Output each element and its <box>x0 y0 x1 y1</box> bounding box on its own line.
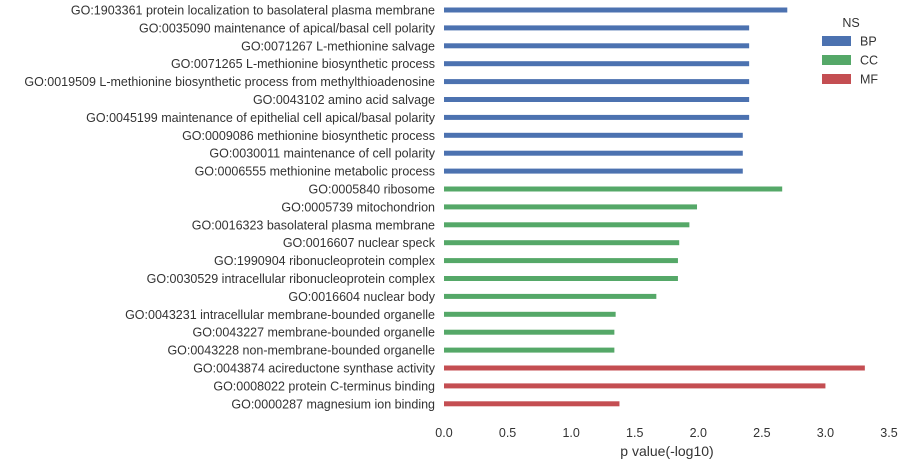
category-label: GO:0016604 nuclear body <box>288 290 435 304</box>
x-tick-label: 1.0 <box>562 426 579 440</box>
category-label: GO:0043874 acireductone synthase activit… <box>193 362 436 376</box>
bar-bp <box>444 7 788 13</box>
category-label: GO:0030011 maintenance of cell polarity <box>209 147 435 161</box>
bar-cc <box>444 347 615 353</box>
bar-cc <box>444 258 678 264</box>
bar-cc <box>444 240 680 246</box>
legend: NS BP CC MF <box>822 16 878 87</box>
bar-cc <box>444 276 678 281</box>
bar-bp <box>444 79 750 85</box>
x-tick-label: 0.5 <box>499 426 516 440</box>
legend-swatch-cc <box>822 55 851 65</box>
x-axis-title: p value(-log10) <box>620 443 713 459</box>
bar-bp <box>444 25 750 31</box>
category-label: GO:0005739 mitochondrion <box>281 200 435 214</box>
bar-cc <box>444 222 690 228</box>
bar-bp <box>444 97 750 102</box>
category-label: GO:0016607 nuclear speck <box>283 236 436 250</box>
category-label: GO:0071265 L-methionine biosynthetic pro… <box>171 57 435 71</box>
category-label: GO:1903361 protein localization to basol… <box>71 4 435 18</box>
bar-cc <box>444 293 657 299</box>
category-label: GO:0008022 protein C-terminus binding <box>213 379 435 393</box>
x-axis-ticks: 0.0 0.5 1.0 1.5 2.0 2.5 3.0 3.5 <box>435 426 897 440</box>
bar-bp <box>444 150 743 156</box>
bar-mf <box>444 365 865 371</box>
bar-cc <box>444 311 616 317</box>
category-label: GO:0071267 L-methionine salvage <box>241 39 435 53</box>
legend-label-mf: MF <box>860 73 878 87</box>
category-label: GO:0019509 L-methionine biosynthetic pro… <box>24 75 435 89</box>
category-label: GO:0035090 maintenance of apical/basal c… <box>139 21 436 35</box>
legend-title: NS <box>842 16 859 30</box>
bar-cc <box>444 186 783 192</box>
category-label: GO:0030529 intracellular ribonucleoprote… <box>147 272 436 286</box>
legend-label-bp: BP <box>860 35 877 49</box>
bar-bp <box>444 132 743 138</box>
category-label: GO:0006555 methionine metabolic process <box>195 165 435 179</box>
bar-cc <box>444 204 698 210</box>
x-tick-label: 2.0 <box>690 426 707 440</box>
x-tick-label: 2.5 <box>753 426 770 440</box>
legend-swatch-mf <box>822 74 851 84</box>
category-label: GO:0043227 membrane-bounded organelle <box>192 326 435 340</box>
bar-bp <box>444 43 750 49</box>
legend-label-cc: CC <box>860 54 878 68</box>
legend-swatch-bp <box>822 36 851 46</box>
category-label: GO:0043102 amino acid salvage <box>253 93 435 107</box>
category-label: GO:0000287 magnesium ion binding <box>231 397 435 411</box>
x-tick-label: 3.0 <box>817 426 834 440</box>
bar-bp <box>444 61 750 67</box>
category-label: GO:0005840 ribosome <box>309 183 436 197</box>
bar-cc <box>444 329 615 335</box>
category-label: GO:0009086 methionine biosynthetic proce… <box>182 129 435 143</box>
x-tick-label: 0.0 <box>435 426 452 440</box>
x-tick-label: 3.5 <box>880 426 897 440</box>
bar-mf <box>444 383 826 389</box>
bar-bp <box>444 168 743 174</box>
bars-group <box>444 7 865 407</box>
bar-mf <box>444 401 620 407</box>
bar-bp <box>444 114 750 120</box>
category-labels: GO:1903361 protein localization to basol… <box>24 4 435 412</box>
category-label: GO:0043228 non-membrane-bounded organell… <box>167 344 435 358</box>
category-label: GO:1990904 ribonucleoprotein complex <box>214 254 436 268</box>
category-label: GO:0016323 basolateral plasma membrane <box>192 218 435 232</box>
category-label: GO:0045199 maintenance of epithelial cel… <box>86 111 436 125</box>
x-tick-label: 1.5 <box>626 426 643 440</box>
category-label: GO:0043231 intracellular membrane-bounde… <box>125 308 435 322</box>
